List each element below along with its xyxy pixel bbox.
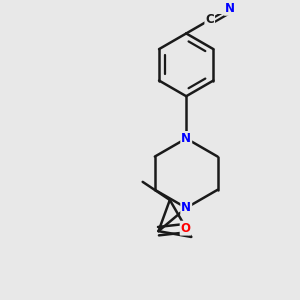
Text: N: N xyxy=(181,132,191,145)
Text: O: O xyxy=(181,222,190,235)
Text: N: N xyxy=(225,2,235,15)
Text: C: C xyxy=(206,14,214,26)
Text: N: N xyxy=(181,201,191,214)
